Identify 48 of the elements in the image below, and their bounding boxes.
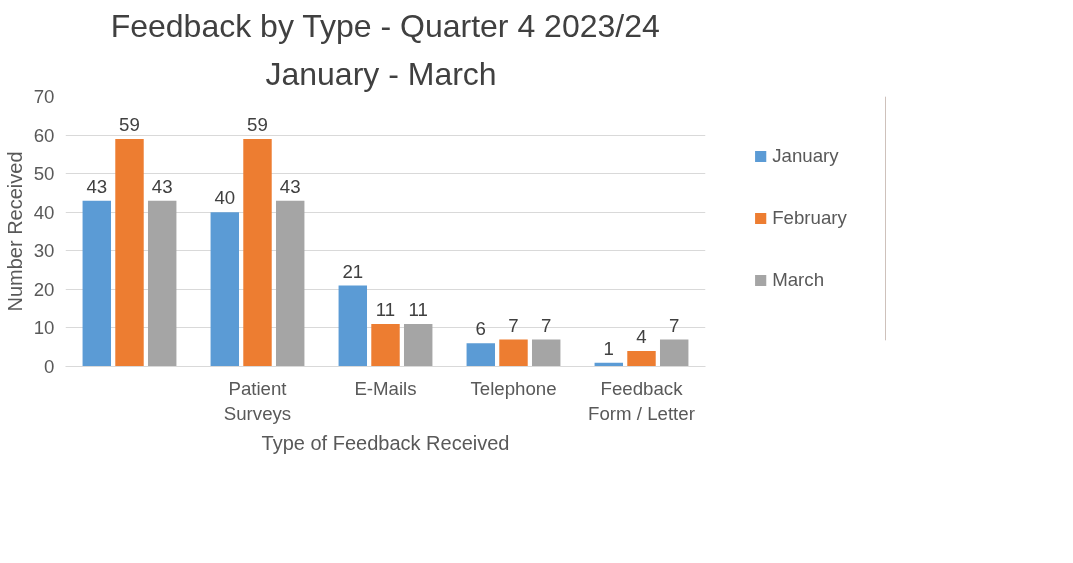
bar [499,339,528,367]
data-label: 43 [86,175,108,197]
legend-label: March [772,269,825,291]
bar [82,200,112,367]
data-label: 43 [151,175,173,197]
x-tick-label: Patient Surveys [223,377,292,424]
bar [531,339,561,367]
y-tick-label: 60 [33,124,55,146]
data-label: 59 [119,113,140,135]
bar [115,138,144,367]
data-label: 4 [636,326,647,348]
chart-subtitle: January - March [265,55,497,92]
y-tick-label: 70 [33,86,55,107]
bar [243,138,272,367]
bar [275,200,305,367]
data-label: 7 [508,314,519,336]
bar [466,343,496,367]
bar [627,351,656,367]
x-axis-title: Type of Feedback Received [261,431,510,454]
data-label: 7 [541,314,552,336]
data-label: 11 [408,299,428,321]
bar [147,200,177,367]
bar [403,324,433,367]
y-tick-label: 50 [33,163,55,185]
data-label: 21 [342,260,364,282]
data-label: 6 [475,318,486,340]
data-label: 40 [214,187,236,209]
data-label: 7 [669,314,680,336]
y-tick-label: 10 [33,317,55,339]
data-label: 43 [279,175,301,197]
data-label: 59 [247,113,268,135]
data-label: 1 [603,337,614,359]
x-tick-label: E-Mails [354,377,417,399]
y-axis-title: Number Received [3,151,26,312]
bar [371,324,400,367]
y-tick-label: 20 [33,278,55,300]
bar [338,285,368,367]
x-tick-label: Telephone [470,377,557,399]
x-tick-label: Feedback Form / Letter [588,377,695,424]
y-tick-label: 30 [33,240,55,262]
legend-label: February [772,207,847,229]
bar [210,212,240,367]
bar [659,339,689,367]
y-tick-label: 0 [44,356,55,377]
legend-label: January [772,145,839,167]
data-label: 11 [375,299,396,321]
chart-title: Feedback by Type - Quarter 4 2023/24 [110,7,660,44]
y-tick-label: 40 [33,201,55,223]
